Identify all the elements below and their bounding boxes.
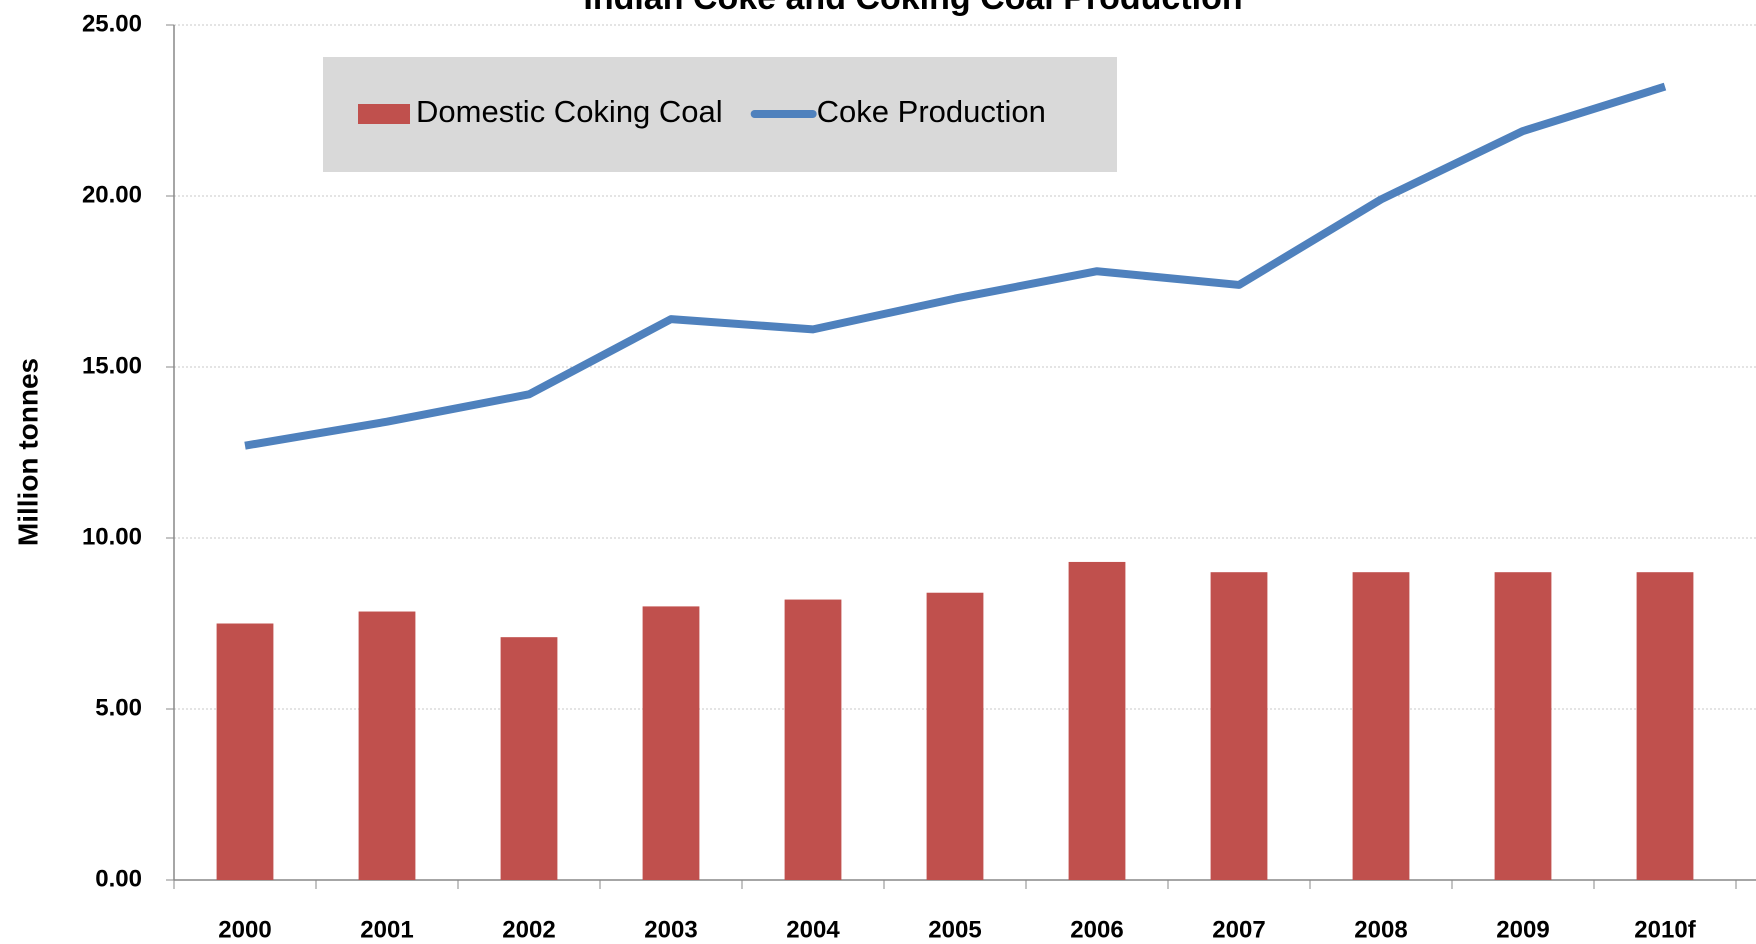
bar bbox=[1352, 572, 1410, 880]
bar bbox=[500, 637, 558, 880]
x-tick-label: 2010f bbox=[1634, 916, 1696, 943]
x-tick-label: 2004 bbox=[786, 916, 840, 943]
legend-box bbox=[323, 57, 1117, 172]
legend-label: Domestic Coking Coal bbox=[416, 94, 723, 129]
x-tick-label: 2003 bbox=[644, 916, 697, 943]
bar bbox=[216, 623, 274, 880]
chart-title: Indian Coke and Coking Coal Production bbox=[583, 0, 1242, 17]
x-tick-label: 2009 bbox=[1496, 916, 1549, 943]
y-tick-label: 5.00 bbox=[95, 694, 142, 721]
bar bbox=[642, 606, 700, 880]
bar bbox=[1068, 561, 1126, 880]
legend-swatch bbox=[358, 104, 410, 124]
x-tick-label: 2008 bbox=[1354, 916, 1407, 943]
x-tick-label: 2007 bbox=[1212, 916, 1265, 943]
bar bbox=[358, 611, 416, 880]
y-axis-label: Million tonnes bbox=[12, 358, 43, 546]
x-tick-label: 2006 bbox=[1070, 916, 1123, 943]
x-tick-label: 2000 bbox=[218, 916, 271, 943]
bar bbox=[926, 592, 984, 880]
x-tick-label: 2005 bbox=[928, 916, 981, 943]
x-tick-label: 2001 bbox=[360, 916, 413, 943]
y-tick-label: 20.00 bbox=[82, 181, 142, 208]
y-tick-label: 15.00 bbox=[82, 352, 142, 379]
y-tick-label: 0.00 bbox=[95, 865, 142, 892]
x-tick-label: 2002 bbox=[502, 916, 555, 943]
bar bbox=[784, 599, 842, 880]
line bbox=[244, 82, 1667, 450]
bar bbox=[1210, 572, 1268, 880]
bar bbox=[1494, 572, 1552, 880]
legend-label: Coke Production bbox=[817, 94, 1046, 129]
bar bbox=[1636, 572, 1694, 880]
y-tick-label: 25.00 bbox=[82, 10, 142, 37]
y-tick-label: 10.00 bbox=[82, 523, 142, 550]
